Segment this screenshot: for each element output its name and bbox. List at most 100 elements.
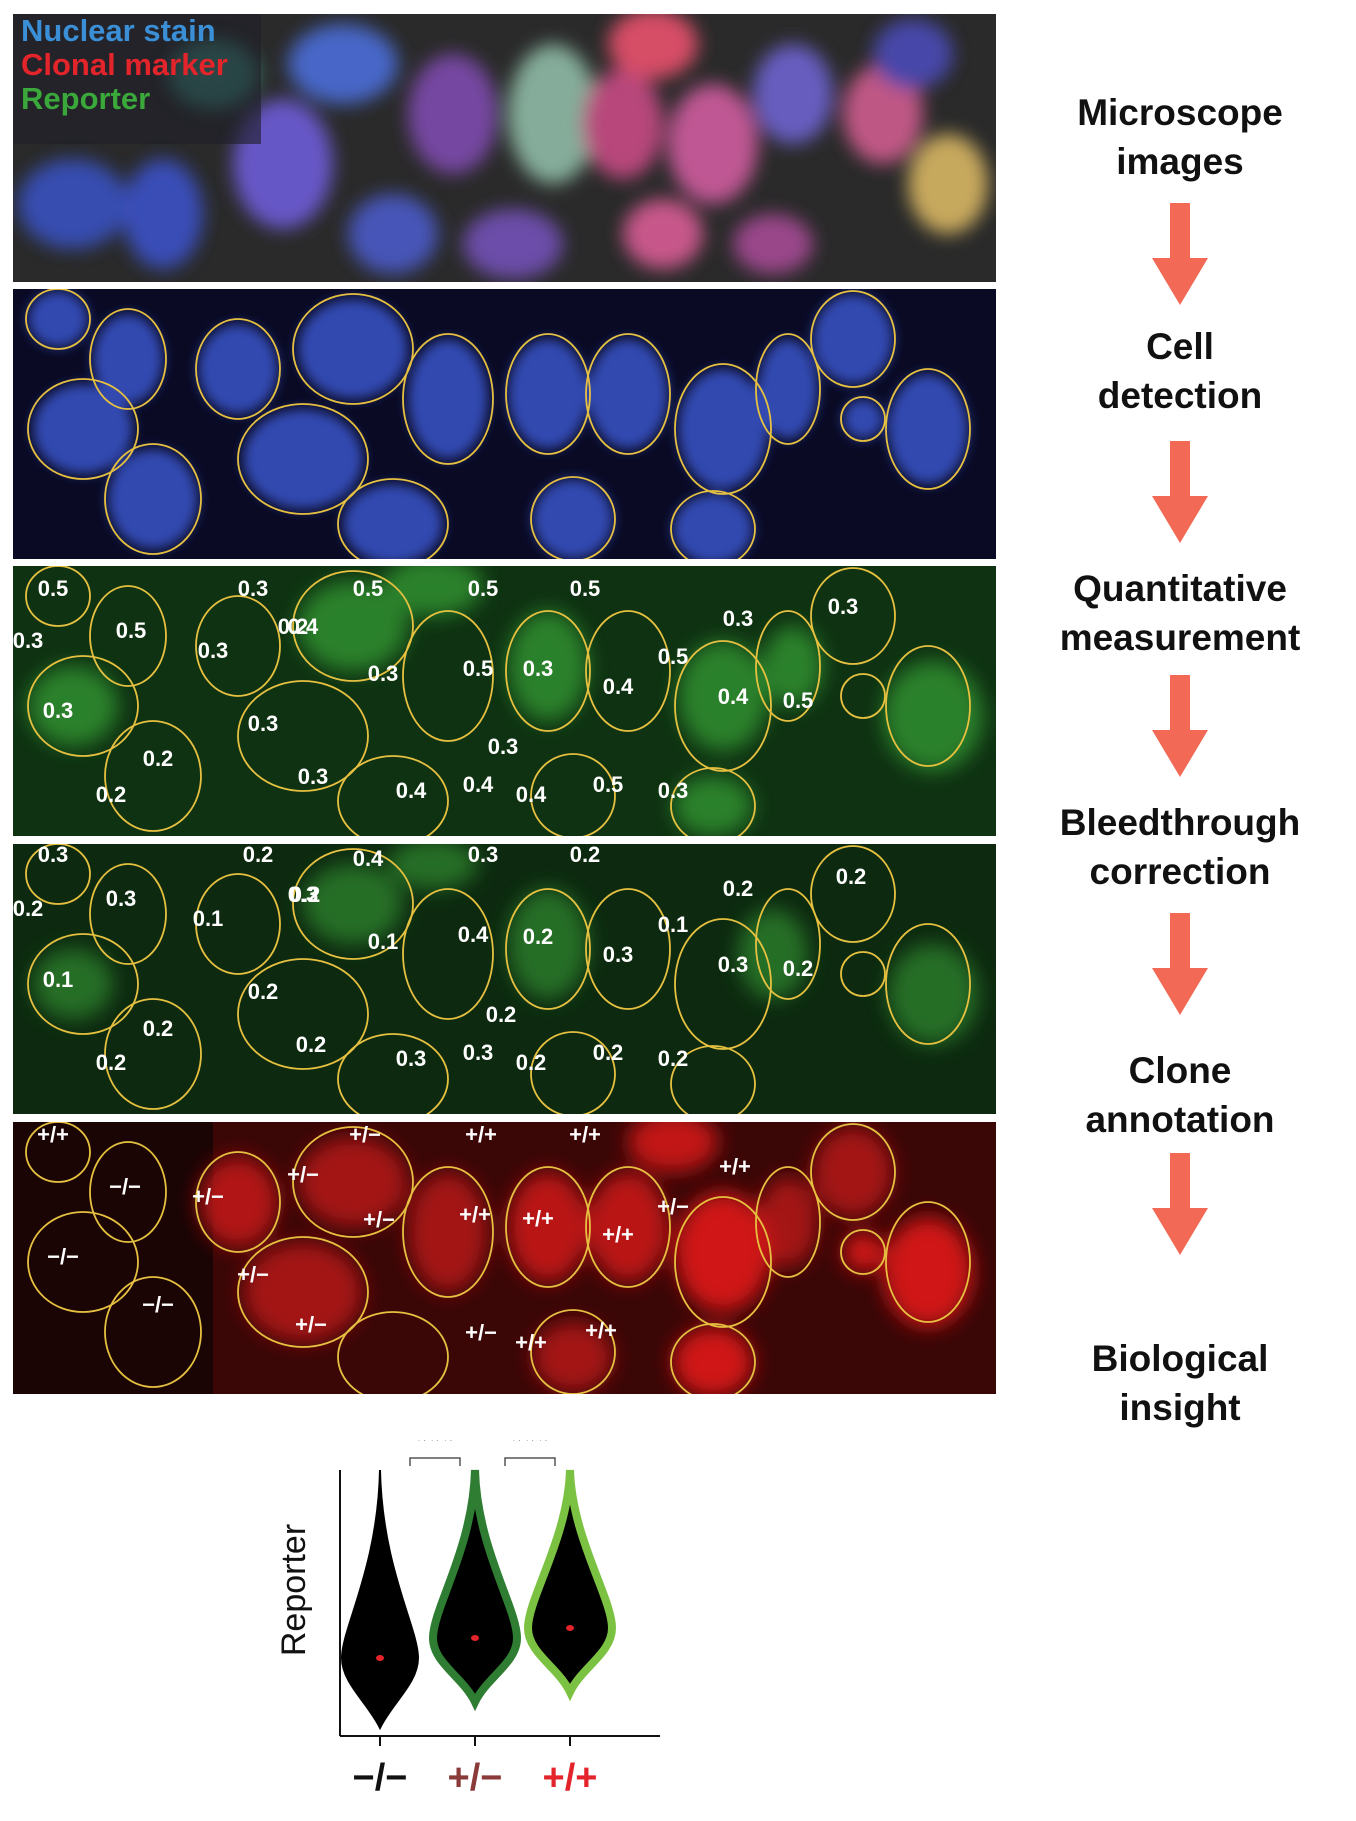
- significance-label: ***: [415, 1440, 455, 1460]
- genotype-label: +/+: [515, 1330, 547, 1355]
- bleedthrough-correction-panel: 0.3 0.2 0.4 0.3 0.2 0.3 0.2 0.2 0.1 0.3 0.1 0.4 0.1 0…: [13, 844, 996, 1114]
- corrected-value-label: 0.1: [368, 929, 399, 954]
- corrected-value-label: 0.2: [486, 1002, 517, 1027]
- cell-value-label: 0.5: [783, 688, 814, 713]
- clonal-marker-image: +/+ +/− +/+ +/+ −/− +/− +/− +/− +/+ +/+ +/− +/+ +/+ −…: [13, 1122, 996, 1394]
- corrected-value-label: 0.2: [658, 1046, 689, 1071]
- cell-value-label: 0.4: [516, 782, 547, 807]
- genotype-label: +/−: [349, 1122, 381, 1147]
- cell-detection-panel: [13, 289, 996, 559]
- corrected-reporter-image: 0.30.20.4 0.3 0.20.30.20.20.10.30.10.40.1 0…: [13, 844, 996, 1114]
- genotype-label: −/−: [142, 1292, 174, 1317]
- corrected-value-label: 0.2: [593, 1040, 624, 1065]
- step-label-line2: annotation: [1085, 1099, 1275, 1140]
- cell-value-label: 0.3: [238, 576, 269, 601]
- down-arrow-icon: [1152, 441, 1208, 543]
- cell-value-label: 0.4: [718, 684, 749, 709]
- genotype-label: +/−: [363, 1207, 395, 1232]
- genotype-label: +/+: [569, 1122, 601, 1147]
- cell-value-label: 0.3: [488, 734, 519, 759]
- cell-value-label: 0.3: [658, 778, 689, 803]
- corrected-value-label: 0.1: [193, 906, 224, 931]
- cell-value-label: 0.3: [368, 661, 399, 686]
- chart-y-axis-label: Reporter: [275, 1524, 313, 1656]
- median-point: [471, 1635, 479, 1641]
- cell-value-label: 0.5: [463, 656, 494, 681]
- corrected-value-label: 0.3: [38, 844, 69, 867]
- genotype-label: +/+: [585, 1318, 617, 1343]
- step-label-line1: Microscope: [1077, 92, 1283, 133]
- corrected-value-label: 0.2: [723, 876, 754, 901]
- step-label: Cell detection: [1030, 322, 1330, 420]
- corrected-value-label: 0.2: [523, 924, 554, 949]
- clone-annotation-panel: +/+ +/− +/+ +/+ −/− +/− +/− +/− +/+ +/+ +/− +/+ +/+ −…: [13, 1122, 996, 1394]
- cell-value-label: 0.5: [38, 576, 69, 601]
- genotype-label: +/+: [465, 1122, 497, 1147]
- median-point: [566, 1625, 574, 1631]
- cell-value-label: 0.4: [288, 614, 319, 639]
- step-label-line1: Cell: [1146, 326, 1214, 367]
- genotype-label: +/−: [657, 1194, 689, 1219]
- step-label: Biological insight: [1030, 1334, 1330, 1432]
- violin-shape: [523, 1469, 617, 1702]
- cell-value-label: 0.4: [463, 772, 494, 797]
- cell-value-label: 0.2: [278, 614, 309, 639]
- genotype-label: +/+: [459, 1202, 491, 1227]
- cell-value-label: 0.5: [593, 772, 624, 797]
- step-label-line2: measurement: [1059, 617, 1301, 658]
- genotype-label: −/−: [109, 1174, 141, 1199]
- corrected-value-label: 0.3: [288, 882, 319, 907]
- step-label: Bleedthrough correction: [1030, 798, 1330, 896]
- step-label-line1: Biological: [1091, 1338, 1269, 1379]
- cell-value-label: 0.5: [353, 576, 384, 601]
- corrected-value-label: 0.3: [468, 844, 499, 867]
- genotype-label: +/+: [602, 1222, 634, 1247]
- corrected-value-label: 0.2: [570, 844, 601, 867]
- x-tick-label: +/−: [448, 1757, 503, 1799]
- genotype-label: −/−: [47, 1244, 79, 1269]
- cell-value-label: 0.3: [198, 638, 229, 663]
- genotype-label: +/+: [522, 1206, 554, 1231]
- step-label-line2: images: [1116, 141, 1244, 182]
- corrected-value-label: 0.1: [658, 912, 689, 937]
- legend-reporter: Reporter: [21, 81, 151, 116]
- cell-value-label: 0.2: [143, 746, 174, 771]
- step-label: Quantitative measurement: [1030, 564, 1330, 662]
- legend-nuclear-stain: Nuclear stain: [21, 14, 216, 48]
- down-arrow-icon: [1152, 203, 1208, 305]
- corrected-value-label: 0.2: [296, 1032, 327, 1057]
- corrected-value-label: 0.3: [106, 886, 137, 911]
- nuclear-segmentation-image: [13, 289, 996, 559]
- corrected-value-label: 0.3: [396, 1046, 427, 1071]
- step-label: Clone annotation: [1030, 1046, 1330, 1144]
- microscope-image-panel: Nuclear stain Clonal marker Reporter: [13, 14, 996, 282]
- corrected-value-label: 0.3: [463, 1040, 494, 1065]
- channel-legend: Nuclear stain Clonal marker Reporter: [13, 14, 261, 144]
- significance-label: ***: [510, 1440, 550, 1460]
- cell-outlines: [25, 289, 971, 559]
- median-point: [376, 1655, 384, 1661]
- genotype-label: +/+: [37, 1122, 69, 1147]
- cell-value-label: 0.3: [43, 698, 74, 723]
- cell-value-label: 0.5: [116, 618, 147, 643]
- genotype-label: +/−: [465, 1320, 497, 1345]
- corrected-value-label: 0.2: [783, 956, 814, 981]
- cell-value-label: 0.2: [96, 782, 127, 807]
- genotype-label: +/−: [287, 1162, 319, 1187]
- step-label-line2: insight: [1119, 1387, 1241, 1428]
- corrected-value-label: 0.1: [43, 967, 74, 992]
- cell-value-label: 0.3: [298, 764, 329, 789]
- down-arrow-icon: [1152, 913, 1208, 1015]
- corrected-value-label: 0.2: [143, 1016, 174, 1041]
- genotype-label: +/−: [295, 1312, 327, 1337]
- cell-value-label: 0.4: [396, 778, 427, 803]
- reporter-measurement-image: 0.5 0.3 0.5 0.5 0.5 0.5 0.3 0.2 0.3 0.4 0.3 0.5 0.3 0…: [13, 566, 996, 836]
- cell-value-label: 0.3: [828, 594, 859, 619]
- cell-value-label: 0.4: [603, 674, 634, 699]
- down-arrow-icon: [1152, 675, 1208, 777]
- corrected-value-label: 0.2: [248, 979, 279, 1004]
- step-label: Microscope images: [1030, 88, 1330, 186]
- cell-value-label: 0.3: [523, 656, 554, 681]
- corrected-value-label: 0.3: [603, 942, 634, 967]
- reporter-violin-chart: Reporter −/− +/− +/+ *** ***: [275, 1440, 660, 1799]
